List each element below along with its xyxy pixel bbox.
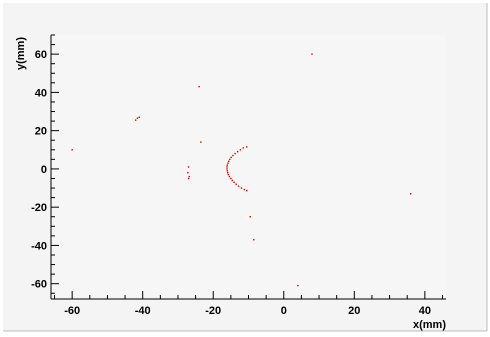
x-tick-label: 40 <box>419 305 431 317</box>
x-tick-label: 0 <box>281 305 287 317</box>
y-tick-label: -60 <box>31 279 47 291</box>
x-tick-label: -20 <box>205 305 221 317</box>
data-point <box>236 151 239 153</box>
data-point <box>243 188 245 191</box>
y-tick-label: -40 <box>31 240 47 252</box>
y-tick-label: 20 <box>35 126 47 138</box>
x-tick-label: -40 <box>135 305 151 317</box>
data-point <box>230 177 232 180</box>
data-point <box>237 185 240 187</box>
y-tick-label: 0 <box>41 164 47 176</box>
y-axis-title: y(mm) <box>15 37 27 70</box>
data-point <box>226 168 228 170</box>
data-points <box>71 53 412 287</box>
y-tick-label: -20 <box>31 202 47 214</box>
plot-area <box>51 35 446 299</box>
data-point <box>226 172 229 174</box>
x-axis: -60 -40 -20 0 20 40 <box>51 291 446 317</box>
data-point <box>138 116 140 118</box>
data-point <box>249 216 251 218</box>
data-point <box>134 119 137 121</box>
data-point <box>200 141 202 143</box>
x-tick-label: 20 <box>348 305 360 317</box>
data-point <box>226 166 228 168</box>
data-point <box>311 53 313 55</box>
data-point <box>253 239 255 241</box>
data-point <box>229 158 231 161</box>
data-point <box>242 147 244 149</box>
data-point <box>230 156 232 159</box>
data-point <box>239 149 242 151</box>
data-point <box>246 189 248 192</box>
data-point <box>228 160 230 162</box>
data-point <box>187 172 189 174</box>
x-axis-title: x(mm) <box>413 319 446 331</box>
data-point <box>198 85 200 88</box>
data-point <box>228 175 231 178</box>
data-point <box>234 152 236 155</box>
data-point <box>188 175 190 178</box>
data-point <box>246 146 248 148</box>
data-point <box>235 183 237 185</box>
data-point <box>187 177 190 180</box>
data-point <box>233 181 235 183</box>
x-tick-label: -60 <box>64 305 80 317</box>
y-tick-label: 60 <box>35 49 47 61</box>
data-point <box>297 284 299 287</box>
data-point <box>232 154 234 157</box>
data-point <box>71 149 73 151</box>
data-point <box>240 187 243 189</box>
y-tick-label: 40 <box>35 87 47 99</box>
data-point <box>226 170 229 172</box>
data-point <box>226 164 229 166</box>
data-point <box>187 166 190 168</box>
data-point <box>231 179 233 182</box>
data-point <box>227 162 229 164</box>
y-axis: -60 -40 -20 0 20 40 60 <box>31 34 59 299</box>
data-point <box>227 173 230 176</box>
data-point <box>136 117 139 119</box>
data-point <box>410 193 412 195</box>
